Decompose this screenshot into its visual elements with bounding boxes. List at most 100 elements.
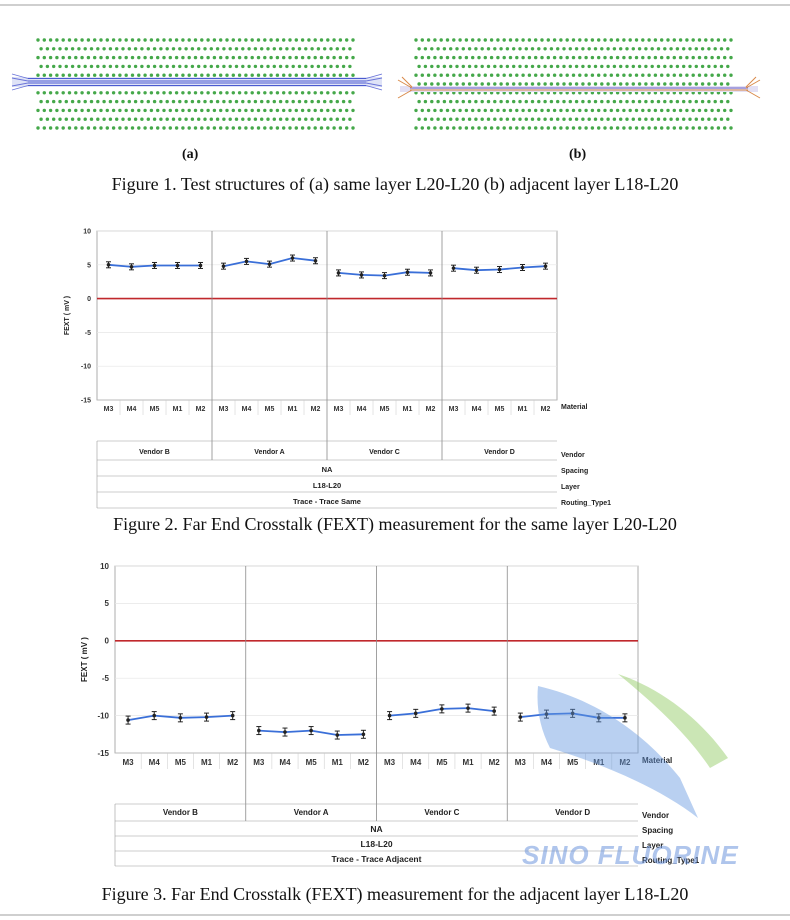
- via-dot: [121, 117, 125, 121]
- via-dot: [534, 73, 538, 77]
- via-dot: [209, 64, 213, 69]
- vendor-label: Vendor C: [424, 808, 459, 817]
- via-dot: [206, 126, 210, 130]
- via-dot: [326, 55, 330, 60]
- via-dot: [219, 126, 223, 130]
- via-dot: [458, 126, 462, 130]
- via-dot: [316, 64, 321, 69]
- via-dot: [653, 38, 658, 42]
- via-dot: [530, 117, 535, 121]
- via-dot: [682, 117, 686, 121]
- via-dot: [319, 91, 324, 95]
- via-dot: [310, 117, 314, 121]
- via-dot: [660, 126, 664, 130]
- via-dot: [335, 99, 339, 104]
- via-dot: [537, 99, 541, 104]
- via-dot: [552, 55, 557, 60]
- via-dot: [628, 38, 632, 42]
- via-dot: [442, 117, 447, 121]
- via-dot: [534, 38, 538, 42]
- via-dot: [512, 99, 516, 104]
- via-dot: [584, 73, 588, 77]
- via-dot: [52, 117, 56, 121]
- via-dot: [310, 99, 314, 104]
- data-point: [361, 732, 366, 737]
- via-dot: [518, 99, 522, 104]
- via-dot: [269, 91, 273, 95]
- via-dot: [439, 126, 443, 130]
- via-dot: [215, 99, 220, 104]
- via-dot: [669, 99, 673, 104]
- via-dot: [156, 38, 160, 42]
- via-dot: [263, 55, 267, 60]
- via-dot: [332, 55, 336, 60]
- via-dot: [543, 47, 547, 51]
- via-dot: [115, 99, 119, 104]
- via-dot: [143, 38, 147, 42]
- via-dot: [571, 126, 576, 130]
- via-dot: [584, 38, 588, 42]
- via-dot: [641, 126, 645, 130]
- via-dot: [489, 38, 494, 42]
- via-dot: [67, 126, 72, 130]
- data-point: [413, 711, 418, 716]
- via-dot: [332, 73, 336, 77]
- data-point: [290, 256, 295, 260]
- via-dot: [212, 126, 217, 130]
- via-dot: [341, 99, 346, 104]
- material-label: M2: [619, 758, 631, 767]
- via-dot: [552, 126, 557, 130]
- via-dot: [181, 73, 185, 77]
- via-dot: [225, 91, 229, 95]
- via-dot: [58, 47, 62, 51]
- via-dot: [546, 38, 550, 42]
- via-dot: [105, 126, 110, 130]
- via-dot: [417, 117, 421, 121]
- data-point: [178, 716, 183, 720]
- via-dot: [530, 99, 535, 104]
- via-dot: [568, 64, 572, 69]
- watermark-logo-shape: [537, 674, 728, 818]
- via-dot: [93, 55, 97, 60]
- via-dot: [486, 117, 491, 121]
- via-dot: [455, 64, 459, 69]
- y-tick-label: 0: [105, 637, 110, 646]
- via-dot: [622, 126, 626, 130]
- via-dot: [168, 126, 172, 130]
- via-dot: [423, 64, 428, 69]
- via-dot: [67, 55, 72, 60]
- via-dot: [48, 55, 53, 60]
- via-dot: [294, 108, 298, 113]
- via-dot: [193, 108, 198, 113]
- via-dot: [430, 64, 434, 69]
- via-dot: [723, 108, 727, 113]
- via-dot: [480, 99, 484, 104]
- via-dot: [619, 82, 623, 86]
- via-dot: [351, 55, 355, 60]
- via-dot: [193, 55, 198, 60]
- via-dot: [67, 91, 72, 95]
- via-dot: [307, 73, 311, 77]
- via-dot: [556, 117, 560, 121]
- via-dot: [442, 47, 447, 51]
- via-dot: [127, 117, 131, 121]
- via-dot: [518, 117, 522, 121]
- data-point: [492, 709, 496, 713]
- vendor-label: Vendor A: [294, 808, 329, 817]
- via-dot: [417, 64, 421, 69]
- via-dot: [80, 73, 84, 77]
- material-label: M5: [567, 758, 579, 767]
- layer-value: L18-L20: [313, 481, 341, 490]
- via-dot: [543, 64, 547, 69]
- via-dot: [534, 126, 538, 130]
- via-dot: [458, 55, 462, 60]
- via-dot: [461, 82, 465, 86]
- via-dot: [634, 126, 639, 130]
- via-dot: [260, 64, 264, 69]
- via-dot: [168, 38, 172, 42]
- via-dot: [710, 73, 714, 77]
- via-dot: [590, 38, 595, 42]
- via-dot: [178, 99, 182, 104]
- via-dot: [96, 99, 100, 104]
- via-dot: [430, 47, 434, 51]
